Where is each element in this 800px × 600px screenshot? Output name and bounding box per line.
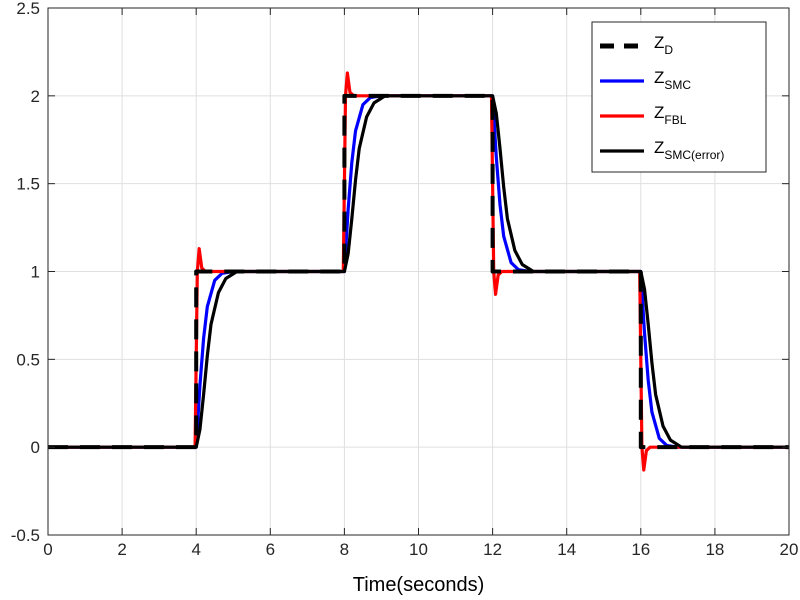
x-tick-label: 18 [705,540,724,559]
x-tick-label: 12 [483,540,502,559]
y-tick-label: 0.5 [16,350,40,369]
legend-box [591,21,767,173]
y-tick-label: 1.5 [16,175,40,194]
y-tick-label: 0 [31,438,40,457]
x-tick-label: 14 [557,540,576,559]
legend-entry-zfbl: ZFBL [654,103,687,127]
y-tick-label: 2 [31,87,40,106]
plot-lines [48,71,789,472]
series-line-zd [48,93,789,450]
x-tick-label: 2 [117,540,126,559]
x-tick-label: 0 [43,540,52,559]
x-axis-label: Time(seconds) [353,574,485,596]
x-tick-label: 16 [631,540,650,559]
x-tick-label: 20 [780,540,799,559]
y-tick-label: 1 [31,263,40,282]
x-tick-label: 10 [409,540,428,559]
y-tick-label: 2.5 [16,0,40,18]
legend-entry-zd: ZD [654,33,673,57]
legend-entry-zsmc-error: ZSMC(error) [654,138,724,162]
x-tick-label: 6 [266,540,275,559]
y-tick-label: -0.5 [11,526,40,545]
legend-entry-zsmc: ZSMC [654,68,691,92]
tick-labels: 0 2 4 6 8 10 12 14 16 18 20-0.500.511.522.5 [11,0,799,559]
x-tick-label: 4 [191,540,200,559]
legend: ZD ZSMC ZFBL ZSMC(error) [591,21,767,173]
x-tick-label: 8 [340,540,349,559]
